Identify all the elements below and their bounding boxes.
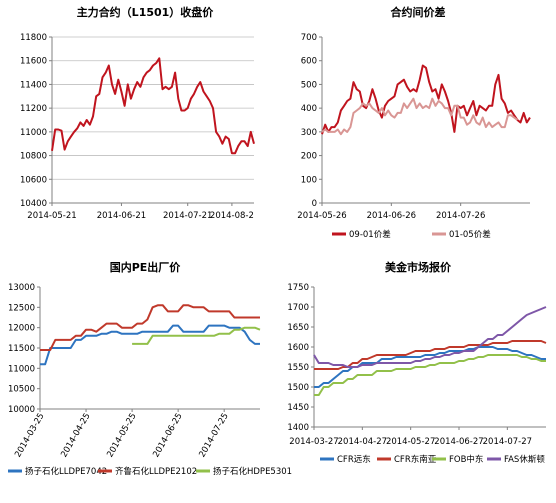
chart-title: 合约间价差 bbox=[391, 5, 446, 19]
series-line-3 bbox=[132, 326, 261, 345]
x-tick-label: 2014-05-26 bbox=[297, 211, 346, 221]
legend-label: 09-01价差 bbox=[349, 229, 391, 240]
y-tick-label: 500 bbox=[301, 80, 317, 90]
x-tick-label: 2014-03-27 bbox=[289, 437, 338, 447]
y-tick-label: 10500 bbox=[8, 385, 35, 395]
x-tick-label: 2014-06-25 bbox=[151, 412, 184, 460]
y-tick-label: 11200 bbox=[20, 104, 47, 114]
series-line-2 bbox=[314, 340, 547, 370]
y-tick-label: 12500 bbox=[8, 303, 35, 313]
y-tick-label: 12000 bbox=[8, 324, 35, 334]
chart-4: 美金市场报价 1750 1700 1650 1600 1550 1500 1450 1400 20… bbox=[287, 260, 547, 465]
legend-label: FOB中东 bbox=[449, 454, 483, 465]
y-tick-label: 11400 bbox=[20, 80, 47, 90]
series-line-4 bbox=[313, 306, 547, 368]
legend-label: FAS休斯顿 bbox=[504, 454, 545, 465]
chart-title: 美金市场报价 bbox=[385, 260, 452, 274]
y-tick-label: 600 bbox=[301, 57, 317, 67]
y-tick-label: 11500 bbox=[8, 344, 35, 354]
y-tick-label: 0 bbox=[312, 199, 317, 209]
y-tick-label: 400 bbox=[301, 104, 317, 114]
x-tick-label: 2014-04-25 bbox=[59, 412, 92, 460]
x-tick-label: 2014-07-21 bbox=[163, 211, 212, 221]
y-tick-label: 1400 bbox=[287, 423, 309, 433]
x-tick-label: 2014-07-25 bbox=[197, 412, 230, 460]
y-tick-label: 10400 bbox=[20, 199, 47, 209]
x-tick-label: 2014-08-2 bbox=[210, 211, 254, 221]
legend-label: 扬子石化HDPE5301 bbox=[213, 466, 292, 477]
y-tick-label: 11600 bbox=[20, 57, 47, 67]
chart-1: 主力合约（L1501）收盘价 11800 11600 11400 11200 11000 1… bbox=[20, 5, 255, 221]
x-tick-label: 2014-05-25 bbox=[105, 412, 138, 460]
y-tick-label: 13000 bbox=[8, 283, 35, 293]
x-tick-label: 2014-03-25 bbox=[13, 412, 46, 460]
series-line-1 bbox=[51, 57, 255, 155]
chart-2: 合约间价差 700 600 500 400 300 200 100 0 2014-05-26 201… bbox=[297, 5, 531, 240]
y-tick-label: 10000 bbox=[8, 405, 35, 415]
x-tick-label: 2014-07-27 bbox=[483, 437, 532, 447]
x-tick-label: 2014-05-27 bbox=[386, 437, 435, 447]
x-tick-label: 2014-04-27 bbox=[338, 437, 387, 447]
y-tick-label: 11000 bbox=[20, 128, 47, 138]
y-tick-label: 10600 bbox=[20, 175, 47, 185]
series-line-2 bbox=[321, 97, 518, 136]
x-tick-label: 2014-06-21 bbox=[97, 211, 146, 221]
y-tick-label: 1450 bbox=[287, 403, 309, 413]
x-tick-label: 2014-06-27 bbox=[434, 437, 483, 447]
y-tick-label: 1700 bbox=[287, 303, 309, 313]
series-line-1 bbox=[40, 324, 260, 366]
series-line-2 bbox=[40, 304, 260, 351]
chart-3: 国内PE出厂价 13000 12500 12000 11500 11000 10500 100… bbox=[8, 260, 292, 477]
y-tick-label: 1600 bbox=[287, 343, 309, 353]
legend-label: 扬子石化LLDPE7042 bbox=[25, 466, 107, 477]
y-tick-label: 700 bbox=[301, 33, 317, 43]
chart-title: 主力合约（L1501）收盘价 bbox=[77, 5, 215, 19]
chart-title: 国内PE出厂价 bbox=[110, 260, 182, 274]
y-tick-label: 10800 bbox=[20, 152, 47, 162]
x-tick-label: 2014-06-26 bbox=[367, 211, 416, 221]
series-line-1 bbox=[321, 64, 531, 135]
x-tick-label: 2014-07-26 bbox=[436, 211, 485, 221]
legend-label: 01-05价差 bbox=[449, 229, 491, 240]
x-tick-label: 2014-05-21 bbox=[27, 211, 76, 221]
y-tick-label: 1750 bbox=[287, 283, 309, 293]
legend-label: CFR东南亚 bbox=[394, 454, 437, 465]
y-tick-label: 1650 bbox=[287, 323, 309, 333]
series-line-3 bbox=[314, 354, 546, 396]
y-tick-label: 1500 bbox=[287, 383, 309, 393]
y-tick-label: 100 bbox=[301, 175, 317, 185]
y-tick-label: 200 bbox=[301, 152, 317, 162]
y-tick-label: 11000 bbox=[8, 364, 35, 374]
legend-label: CFR远东 bbox=[337, 454, 371, 465]
legend-label: 齐鲁石化LLDPE2102 bbox=[115, 466, 197, 477]
y-tick-label: 300 bbox=[301, 128, 317, 138]
y-tick-label: 1550 bbox=[287, 363, 309, 373]
y-tick-label: 11800 bbox=[20, 33, 47, 43]
